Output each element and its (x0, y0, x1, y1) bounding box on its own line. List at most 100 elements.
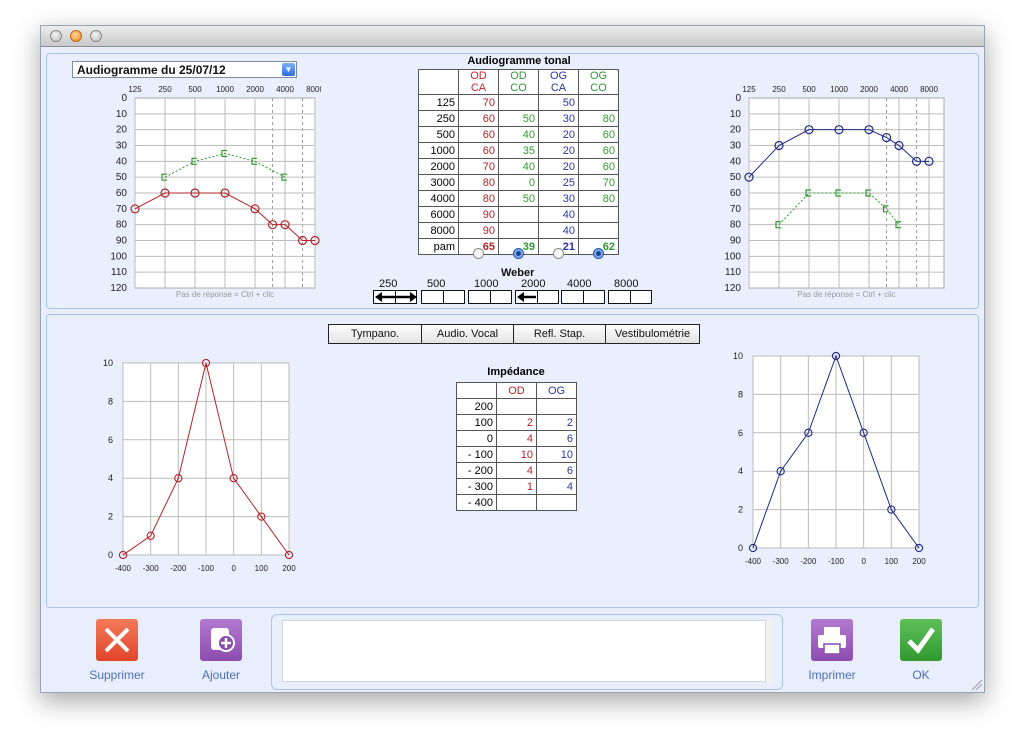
table-cell[interactable] (578, 94, 619, 111)
table-cell[interactable]: 20 (538, 158, 579, 175)
table-cell[interactable]: 60 (578, 158, 619, 175)
radio-og-ca[interactable] (553, 248, 564, 259)
table-cell[interactable]: 50 (498, 110, 539, 127)
radio-od-ca[interactable] (473, 248, 484, 259)
print-button[interactable]: Imprimer (797, 619, 867, 682)
table-cell[interactable]: 40 (538, 222, 579, 239)
table-cell[interactable] (536, 398, 577, 415)
table-row: 4000 80 50 30 80 (418, 190, 619, 207)
table-cell[interactable] (498, 222, 539, 239)
compliance-line (122, 362, 290, 556)
minimize-window-button[interactable] (70, 30, 82, 42)
table-cell[interactable]: 10 (536, 446, 577, 463)
audiogram-date-select[interactable]: Audiogramme du 25/07/12 ▼ (72, 61, 297, 78)
weber-cell[interactable] (468, 290, 512, 304)
table-cell[interactable]: 60 (458, 142, 499, 159)
table-cell[interactable]: 4 (496, 462, 537, 479)
table-cell[interactable]: 40 (498, 158, 539, 175)
table-header-row: OD OG (456, 382, 577, 399)
table-cell[interactable]: 6 (536, 462, 577, 479)
radio-og-co[interactable] (593, 248, 604, 259)
tab-audio-vocal[interactable]: Audio. Vocal (422, 325, 514, 343)
table-cell[interactable]: OD CA (458, 69, 499, 95)
db-tick-label: 90 (116, 236, 128, 247)
table-cell[interactable]: 60 (458, 126, 499, 143)
weber-cell[interactable] (373, 290, 417, 304)
table-cell[interactable]: 70 (458, 158, 499, 175)
table-cell[interactable]: 40 (498, 126, 539, 143)
table-cell[interactable]: 30 (538, 110, 579, 127)
table-cell[interactable]: 60 (578, 142, 619, 159)
table-cell[interactable]: 80 (458, 174, 499, 191)
table-cell[interactable]: 6 (536, 430, 577, 447)
table-cell[interactable]: 90 (458, 222, 499, 239)
delete-button[interactable]: Supprimer (81, 619, 153, 682)
weber-cell[interactable] (515, 290, 559, 304)
table-cell[interactable] (498, 94, 539, 111)
table-cell[interactable]: 90 (458, 206, 499, 223)
table-cell[interactable] (536, 494, 577, 511)
audiogram-chart-left[interactable]: 125 250 500 1000 2000 4000 8000 0 10 20 30 40 50 60 70… (101, 78, 321, 308)
tab-vestibulometrie[interactable]: Vestibulométrie (606, 325, 699, 343)
tab-tympano[interactable]: Tympano. (329, 325, 422, 343)
table-cell[interactable]: 1 (496, 478, 537, 495)
og-co-point (805, 189, 811, 197)
table-cell[interactable]: 60 (578, 126, 619, 143)
audiogram-chart-right[interactable]: 125 250 500 1000 2000 4000 8000 0 10 20 30 40 50 60 70… (706, 78, 946, 308)
table-cell[interactable]: 10 (496, 446, 537, 463)
ok-label: OK (912, 668, 930, 682)
table-row: 1000 60 35 20 60 (418, 142, 619, 159)
table-cell[interactable]: 60 (458, 110, 499, 127)
table-cell[interactable]: 4 (536, 478, 577, 495)
ok-button[interactable]: OK (891, 619, 951, 682)
table-cell[interactable] (496, 494, 537, 511)
table-cell[interactable]: 50 (538, 94, 579, 111)
title-bar (41, 26, 984, 47)
table-cell[interactable]: OG CA (538, 69, 579, 95)
table-cell[interactable]: 70 (578, 174, 619, 191)
weber-freq-label: 1000 (474, 278, 499, 290)
zoom-window-button[interactable] (90, 30, 102, 42)
table-cell[interactable]: 25 (538, 174, 579, 191)
compliance-point (776, 467, 785, 476)
table-cell[interactable]: OG CO (578, 69, 619, 95)
channel-radio-group[interactable] (458, 247, 618, 261)
table-cell[interactable] (496, 398, 537, 415)
table-cell[interactable]: 80 (578, 110, 619, 127)
notes-scrollbar[interactable] (765, 621, 772, 683)
table-cell[interactable]: 35 (498, 142, 539, 159)
tympanogram-chart-left[interactable]: -400 -300 -200 -100 0 100 200 0 2 4 6 8 10 (101, 353, 301, 578)
table-cell[interactable]: 50 (498, 190, 539, 207)
notes-textarea[interactable] (282, 620, 766, 682)
table-cell[interactable]: 20 (538, 126, 579, 143)
radio-od-co[interactable] (513, 248, 524, 259)
table-cell[interactable]: 2 (536, 414, 577, 431)
table-cell[interactable]: 70 (458, 94, 499, 111)
add-button[interactable]: Ajouter (186, 619, 256, 682)
table-cell[interactable]: 80 (458, 190, 499, 207)
table-cell[interactable]: 40 (538, 206, 579, 223)
table-cell[interactable]: 30 (538, 190, 579, 207)
table-cell[interactable] (578, 206, 619, 223)
resize-handle-icon[interactable] (972, 680, 982, 690)
table-cell[interactable]: 20 (538, 142, 579, 159)
og-ca-point (911, 156, 922, 166)
table-header-row: OD CA OD CO OG CA OG CO (418, 69, 619, 95)
tympanogram-chart-right[interactable]: -400 -300 -200 -100 0 100 200 0 2 4 6 8 10 (731, 346, 941, 571)
tab-refl-stap[interactable]: Refl. Stap. (514, 325, 606, 343)
close-window-button[interactable] (50, 30, 62, 42)
db-tick-label: 10 (730, 109, 742, 120)
table-cell[interactable]: 4 (496, 430, 537, 447)
add-icon (200, 619, 242, 661)
table-cell[interactable] (498, 206, 539, 223)
weber-cell[interactable] (608, 290, 652, 304)
table-cell[interactable]: 2 (496, 414, 537, 431)
table-cell[interactable]: 80 (578, 190, 619, 207)
db-tick-label: 40 (730, 156, 742, 167)
table-cell[interactable]: OD CO (498, 69, 539, 95)
table-cell[interactable]: 0 (498, 174, 539, 191)
weber-cell[interactable] (421, 290, 465, 304)
table-cell[interactable] (578, 222, 619, 239)
weber-cell[interactable] (561, 290, 605, 304)
chevron-down-icon[interactable]: ▼ (282, 63, 295, 76)
